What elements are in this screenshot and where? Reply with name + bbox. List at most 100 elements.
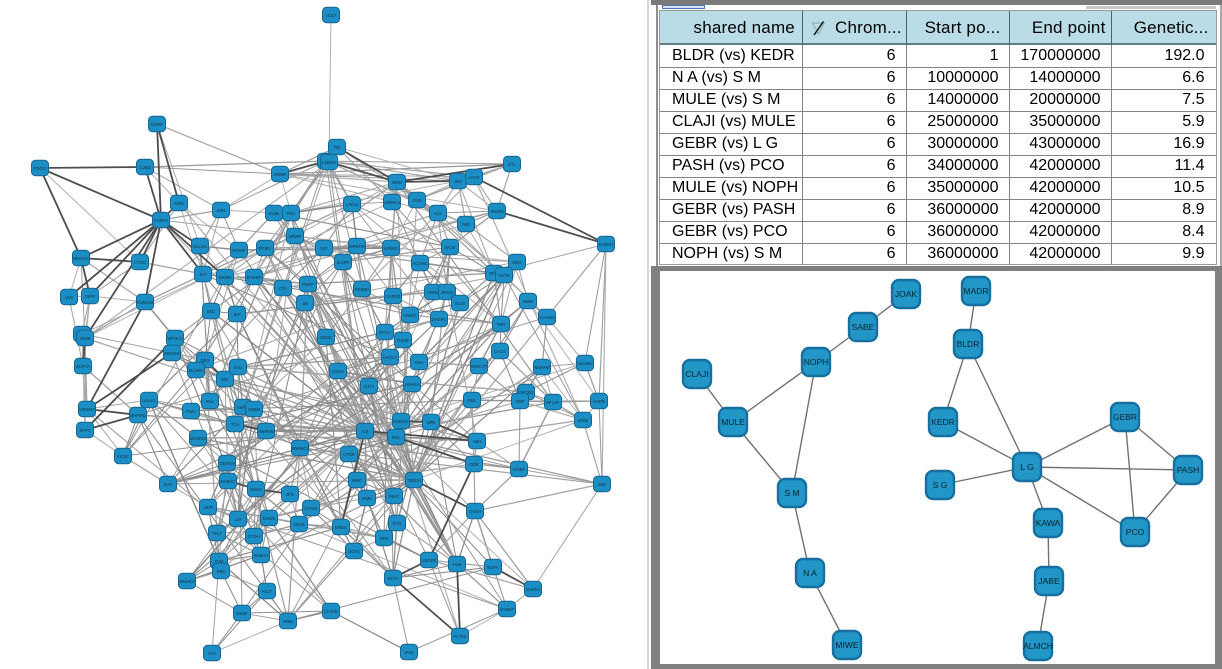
svg-text:GTL: GTL [508,162,517,167]
svg-text:LSIUS: LSIUS [346,202,358,207]
svg-text:KWD: KWD [174,201,184,206]
svg-text:NHBHC: NHBHC [221,479,236,484]
svg-text:KAWA: KAWA [1036,518,1061,528]
svg-text:ORLB: ORLB [293,522,305,527]
svg-text:SAMLP: SAMLP [500,607,514,612]
svg-text:GWRH: GWRH [526,587,539,592]
svg-text:BJIFA: BJIFA [487,565,498,570]
svg-text:ILOPK: ILOPK [337,260,350,265]
svg-text:DIPR: DIPR [85,294,95,299]
svg-text:DAKNI: DAKNI [263,516,276,521]
svg-text:CJBD: CJBD [140,165,151,170]
svg-text:CSOA: CSOA [332,369,344,374]
svg-text:JDF: JDF [233,312,241,317]
svg-text:NOPH: NOPH [804,357,829,367]
svg-text:MJDGR: MJDGR [394,419,409,424]
svg-text:ICB: ICB [362,429,369,434]
svg-text:WCM: WCM [445,245,456,250]
svg-text:OADFO: OADFO [386,294,402,299]
svg-text:PLTRK: PLTRK [453,634,466,639]
svg-text:GBBM: GBBM [248,407,261,412]
svg-text:DTDH: DTDH [248,534,260,539]
svg-text:L G: L G [1020,462,1033,472]
svg-text:ACOWL: ACOWL [412,261,428,266]
svg-text:GGB: GGB [412,198,422,203]
svg-text:UGO: UGO [326,13,336,18]
svg-text:TFLF: TFLF [212,531,222,536]
svg-text:LWAKA: LWAKA [405,382,419,387]
svg-text:N A: N A [803,568,817,578]
svg-text:PLM: PLM [215,559,224,564]
svg-text:DRBF: DRBF [236,611,248,616]
svg-text:WWWCJ: WWWCJ [292,446,309,451]
svg-text:KSN: KSN [217,208,226,213]
svg-text:DFO: DFO [380,536,390,541]
svg-text:OUBL: OUBL [268,211,280,216]
svg-text:WNMO: WNMO [384,246,398,251]
svg-text:KSTE: KSTE [499,273,510,278]
svg-text:FBS: FBS [217,569,225,574]
svg-text:OAAKD: OAAKD [540,315,555,320]
svg-text:DLLOU: DLLOU [193,244,207,249]
svg-text:DOUU: DOUU [250,487,262,492]
svg-text:TDI: TDI [334,145,341,150]
svg-text:CTDS: CTDS [134,260,146,265]
svg-text:GESKM: GESKM [219,461,235,466]
svg-text:S M: S M [784,488,799,498]
svg-text:IFAK: IFAK [404,650,413,655]
svg-text:RAL: RAL [206,399,215,404]
svg-text:OSSH: OSSH [469,509,481,514]
svg-text:OJJ: OJJ [208,651,215,656]
svg-text:PNOP: PNOP [302,282,314,287]
svg-text:WFOLG: WFOLG [167,336,182,341]
svg-text:NMPAM: NMPAM [534,365,550,370]
svg-text:EKD: EKD [207,309,216,314]
svg-text:PKBBD: PKBBD [355,287,369,292]
svg-text:JABE: JABE [1038,576,1060,586]
svg-text:UHOLT: UHOLT [383,355,397,360]
svg-text:HAIBP: HAIBP [513,467,526,472]
svg-text:ERMN: ERMN [219,275,231,280]
svg-text:TCA: TCA [231,422,240,427]
svg-text:OGRP: OGRP [151,122,164,127]
svg-text:WSWF: WSWF [232,248,246,253]
svg-text:HMWF: HMWF [273,172,286,177]
svg-text:HLM: HLM [453,562,462,567]
svg-text:SUU: SUU [234,365,243,370]
svg-text:KJJ: KJJ [435,211,442,216]
svg-text:JEME: JEME [79,336,90,341]
svg-text:BHPMD: BHPMD [130,413,145,418]
svg-text:MCWSS: MCWSS [190,436,206,441]
svg-text:LSBOS: LSBOS [322,160,336,165]
svg-text:SABE: SABE [852,322,875,332]
svg-text:HNWC: HNWC [403,313,416,318]
svg-text:PWU: PWU [186,409,196,414]
svg-text:ICLW: ICLW [455,301,465,306]
svg-text:SFPC: SFPC [79,428,90,433]
svg-text:RNL: RNL [392,435,401,440]
svg-text:MADR: MADR [963,286,988,296]
svg-text:OBF: OBF [516,399,525,404]
svg-text:NSPB: NSPB [593,399,605,404]
svg-text:NDW: NDW [392,180,402,185]
svg-text:GML: GML [467,398,477,403]
svg-text:BMW: BMW [523,299,533,304]
svg-text:WWCTT: WWCTT [471,364,487,369]
svg-text:JUT: JUT [199,272,207,277]
svg-text:LEI: LEI [235,517,241,522]
svg-text:EHEKH: EHEKH [599,242,613,247]
svg-text:CITWC: CITWC [304,506,318,511]
svg-text:PDOO: PDOO [34,166,47,171]
svg-text:ODE: ODE [469,462,478,467]
svg-text:IRDEN: IRDEN [490,209,503,214]
svg-text:DCFJ: DCFJ [388,576,399,581]
svg-text:GJTJ: GJTJ [364,384,374,389]
svg-text:WMC: WMC [352,478,362,483]
svg-text:OECKD: OECKD [519,390,534,395]
svg-text:LCOD: LCOD [468,175,480,180]
svg-text:LTHFD: LTHFD [324,609,337,614]
svg-text:JFD: JFD [286,492,294,497]
svg-text:ENUOG: ENUOG [164,351,179,356]
svg-text:FPJEF: FPJEF [259,246,272,251]
svg-text:ANGE: ANGE [427,290,439,295]
